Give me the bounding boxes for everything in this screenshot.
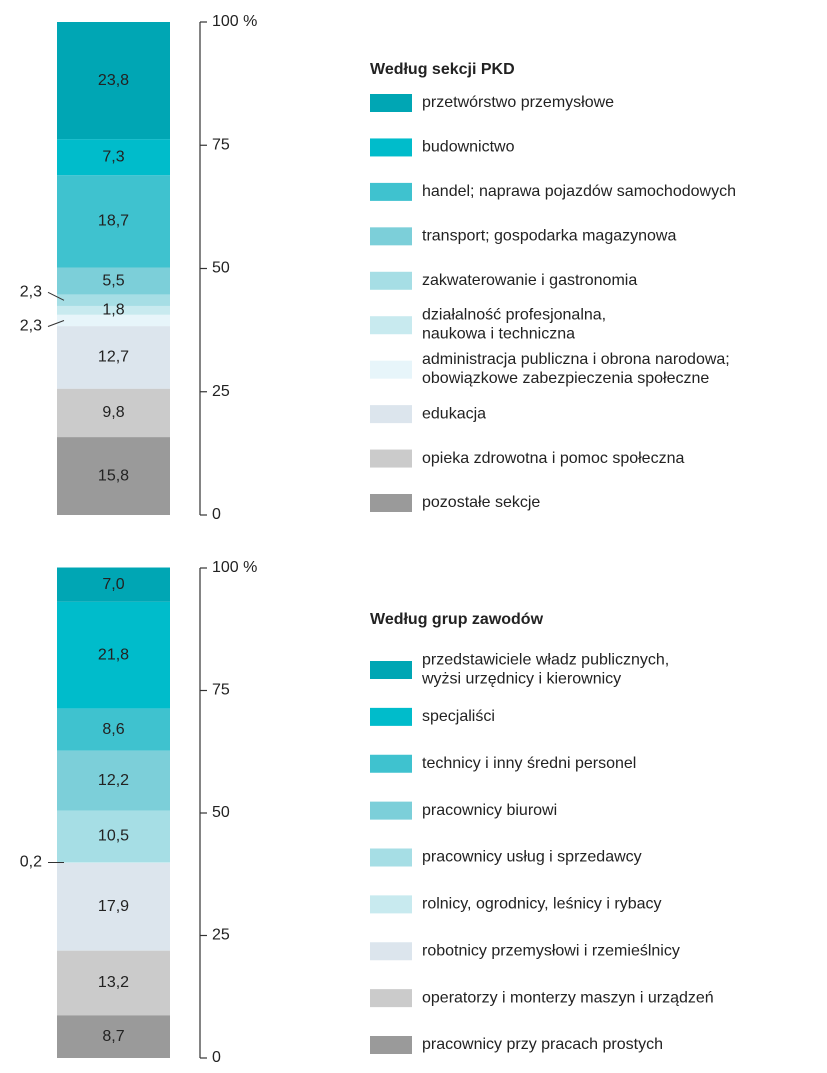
- legend-label: przedstawiciele władz publicznych, wyżsi …: [421, 652, 669, 688]
- value-label: 15,8: [98, 467, 129, 484]
- legend-label: transport; gospodarka magazynowa: [422, 228, 676, 245]
- legend-swatch: [370, 449, 412, 468]
- value-label: 17,9: [98, 898, 129, 915]
- value-label: 7,3: [102, 149, 124, 166]
- legend-label: działalność profesjonalna, naukowa i tech…: [422, 307, 606, 343]
- legend-label: pracownicy usług i sprzedawcy: [422, 849, 642, 866]
- legend-label: zakwaterowanie i gastronomia: [422, 272, 637, 289]
- legend-swatch: [370, 227, 412, 246]
- value-label: 12,7: [98, 349, 129, 366]
- legend-swatch: [370, 182, 412, 201]
- label-leader: [47, 320, 65, 327]
- bar-segment: [57, 750, 170, 811]
- legend-label: edukacja: [422, 405, 486, 422]
- value-label: 5,5: [102, 272, 124, 289]
- legend-swatch: [370, 801, 412, 820]
- y-tick-label: 75: [212, 682, 230, 699]
- bar-segment: [57, 810, 170, 862]
- y-tick-label: 100 %: [212, 559, 257, 576]
- bar-segment: [57, 139, 170, 176]
- legend-swatch: [370, 895, 412, 914]
- legend-label: przetwórstwo przemysłowe: [422, 94, 614, 111]
- legend-label: operatorzy i monterzy maszyn i urządzeń: [422, 989, 714, 1006]
- value-label: 8,6: [102, 721, 124, 738]
- y-tick-label: 50: [212, 804, 230, 821]
- value-label: 10,5: [98, 827, 129, 844]
- bar-segment: [57, 326, 170, 389]
- legend-label: rolnicy, ogrodnicy, leśnicy i rybacy: [422, 896, 662, 913]
- legend-swatch: [370, 989, 412, 1008]
- legend-label: handel; naprawa pojazdów samochodowych: [422, 183, 736, 200]
- value-label: 2,3: [20, 318, 42, 335]
- bar-segment: [57, 437, 170, 515]
- value-label: 8,7: [102, 1028, 124, 1045]
- bar-segment: [57, 708, 170, 751]
- legend-swatch: [370, 405, 412, 424]
- bar-segment: [57, 950, 170, 1016]
- legend-title: Według grup zawodów: [370, 611, 544, 628]
- bar-segment: [57, 22, 170, 140]
- legend-label: administracja publiczna i obrona narodow…: [422, 351, 730, 387]
- value-label: 9,8: [102, 404, 124, 421]
- bar-segment: [57, 305, 170, 315]
- y-tick-label: 25: [212, 383, 230, 400]
- legend-label: opieka zdrowotna i pomoc społeczna: [422, 450, 684, 467]
- value-label: 18,7: [98, 213, 129, 230]
- y-tick-label: 100 %: [212, 13, 257, 30]
- value-label: 0,2: [20, 854, 42, 871]
- bar-segment: [57, 567, 170, 602]
- legend-swatch: [370, 661, 412, 679]
- bar-segment: [57, 862, 170, 951]
- value-label: 13,2: [98, 974, 129, 991]
- bar-segment: [57, 294, 170, 306]
- legend-label: pozostałe sekcje: [422, 494, 540, 511]
- legend-title: Według sekcji PKD: [370, 61, 515, 78]
- bar-segment: [57, 175, 170, 268]
- legend-swatch: [370, 942, 412, 961]
- bar-segment: [57, 862, 170, 863]
- y-tick-label: 25: [212, 927, 230, 944]
- legend-label: pracownicy biurowi: [422, 802, 557, 819]
- legend-label: technicy i inny średni personel: [422, 755, 636, 772]
- y-tick-label: 0: [212, 1049, 221, 1066]
- legend-swatch: [370, 754, 412, 773]
- legend-label: specjaliści: [422, 708, 495, 725]
- value-label: 23,8: [98, 72, 129, 89]
- y-tick-label: 0: [212, 506, 221, 523]
- value-label: 2,3: [20, 284, 42, 301]
- bar-segment: [57, 601, 170, 709]
- legend-swatch: [370, 271, 412, 290]
- legend-swatch: [370, 138, 412, 157]
- legend-swatch: [370, 94, 412, 112]
- value-label: 7,0: [102, 576, 124, 593]
- bar-segment: [57, 267, 170, 295]
- bar-segment: [57, 388, 170, 438]
- label-leader: [47, 291, 65, 301]
- y-tick-label: 50: [212, 260, 230, 277]
- legend-label: budownictwo: [422, 139, 515, 156]
- legend-swatch: [370, 848, 412, 867]
- legend-label: pracownicy przy pracach prostych: [422, 1036, 663, 1053]
- legend-swatch: [370, 316, 412, 335]
- legend-swatch: [370, 494, 412, 512]
- bar-segment: [57, 314, 170, 327]
- value-label: 1,8: [102, 302, 124, 319]
- value-label: 12,2: [98, 772, 129, 789]
- bar-segment: [57, 1015, 170, 1058]
- legend-swatch: [370, 1036, 412, 1054]
- legend-label: robotnicy przemysłowi i rzemieślnicy: [422, 942, 680, 959]
- legend-swatch: [370, 360, 412, 379]
- value-label: 21,8: [98, 646, 129, 663]
- y-tick-label: 75: [212, 136, 230, 153]
- legend-swatch: [370, 707, 412, 726]
